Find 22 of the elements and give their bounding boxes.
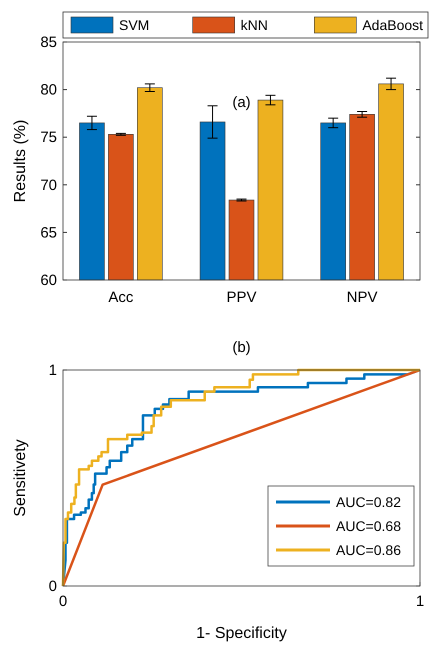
chart-title: (b) (232, 339, 251, 356)
x-axis-title: 1- Specificity (196, 625, 287, 642)
y-tick-label: 85 (40, 34, 57, 51)
text: (a) (232, 94, 251, 111)
legend-label: AUC=0.86 (336, 542, 402, 558)
x-tick-label: NPV (346, 289, 378, 306)
y-tick-label: 75 (40, 129, 57, 146)
x-tick-label: Acc (108, 289, 134, 306)
y-tick-label: 70 (40, 176, 57, 194)
legend-label: SVM (119, 17, 150, 33)
legend-label: AUC=0.68 (336, 518, 402, 534)
y-axis-title: Results (%) (12, 120, 29, 202)
y-tick-label: 80 (40, 82, 57, 99)
y-tick-label: 60 (40, 272, 57, 289)
legend-label: AdaBoost (362, 17, 424, 33)
legend-label: kNN (240, 17, 268, 33)
y-tick-label: 1 (48, 362, 57, 379)
y-tick-label: 0 (48, 578, 57, 595)
x-tick-label: PPV (226, 289, 257, 306)
y-axis-title: Sensitivety (12, 439, 29, 517)
legend-label: AUC=0.82 (336, 494, 402, 510)
y-tick-label: 65 (40, 224, 57, 242)
